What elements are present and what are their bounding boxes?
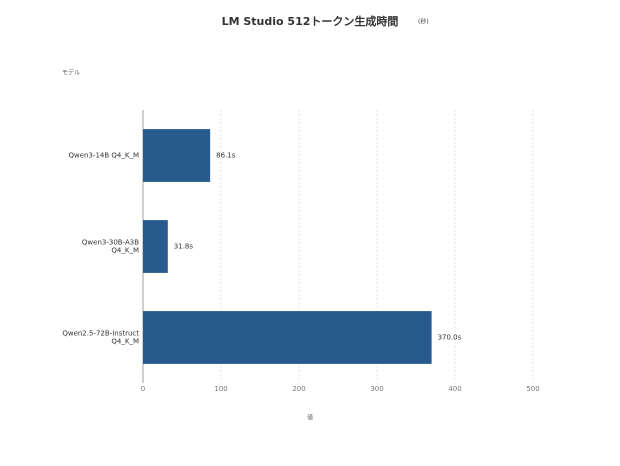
y-tick-label: Q4_K_M: [111, 247, 139, 255]
y-tick-label: Qwen2.5-72B-Instruct: [62, 330, 139, 338]
x-tick-label: 500: [526, 385, 539, 393]
y-tick-label: Q4_K_M: [111, 338, 139, 346]
x-tick-label: 400: [448, 385, 461, 393]
bar: [143, 311, 432, 364]
x-tick-label: 100: [214, 385, 227, 393]
x-tick-label: 0: [141, 385, 145, 393]
value-label: 31.8s: [174, 243, 194, 251]
chart-title: LM Studio 512トークン生成時間: [222, 14, 399, 28]
value-label: 370.0s: [438, 334, 462, 342]
x-tick-label: 200: [292, 385, 305, 393]
y-tick-label: Qwen3-30B-A3B: [82, 239, 139, 247]
value-label: 86.1s: [216, 152, 236, 160]
x-tick-label: 300: [370, 385, 383, 393]
x-axis-title: 値: [307, 414, 313, 422]
y-axis-title: モデル: [62, 69, 80, 77]
bar: [143, 220, 168, 273]
y-tick-label: Qwen3-14B Q4_K_M: [69, 152, 140, 160]
bar: [143, 129, 211, 182]
chart-subtitle: (秒): [418, 18, 429, 26]
